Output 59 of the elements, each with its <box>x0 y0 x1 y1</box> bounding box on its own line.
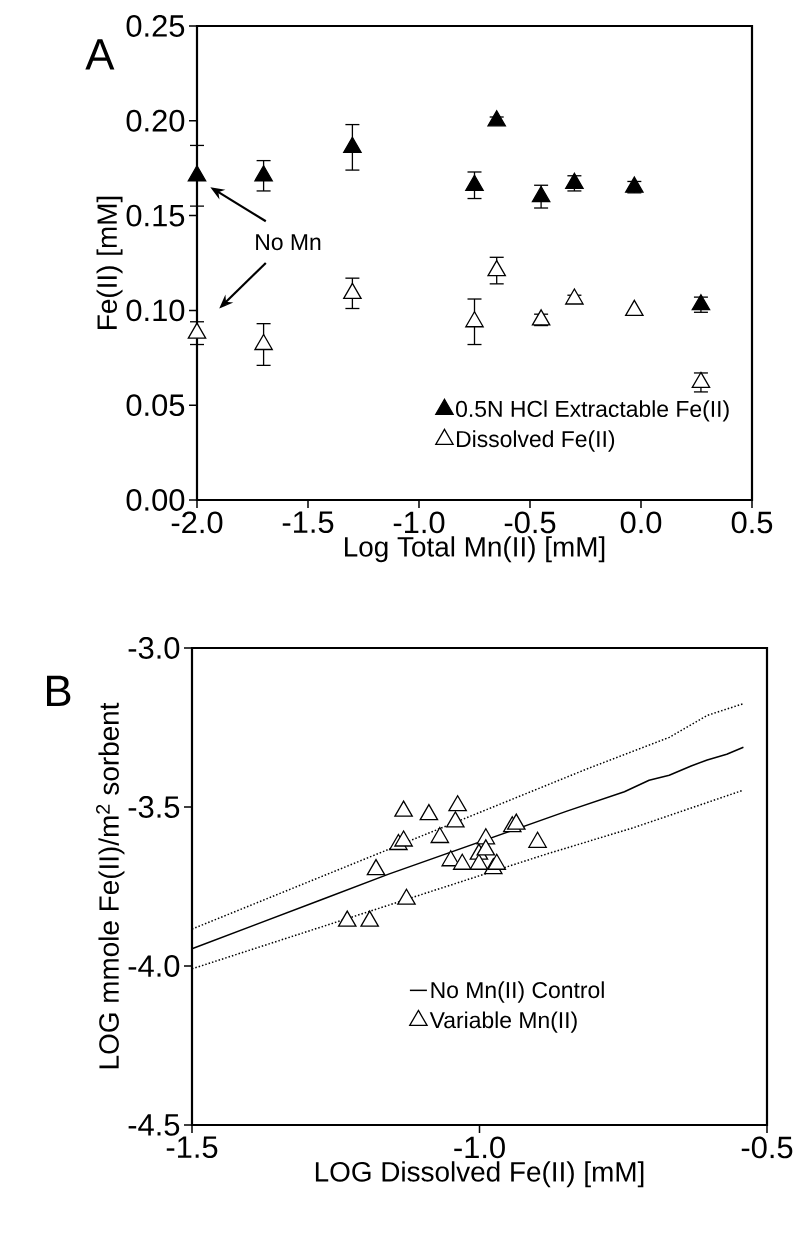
y-axis-title: LOG mmole Fe(II)/m$^{2}$ sorbent <box>96 702 125 1069</box>
point <box>419 803 439 821</box>
y-tick-label: 0.00 <box>126 489 185 511</box>
x-tick-label: -2.0 <box>171 511 223 534</box>
legend-label: No Mn(II) Control <box>431 981 604 1003</box>
point <box>469 853 489 870</box>
x-tick-label: -1.5 <box>282 511 334 534</box>
point <box>343 282 362 299</box>
y-tick-label: 0.20 <box>126 109 185 132</box>
point <box>625 176 644 193</box>
point <box>487 853 507 870</box>
point <box>452 853 472 870</box>
point <box>507 813 526 830</box>
point <box>337 910 357 927</box>
x-tick-label: 0.5 <box>731 511 773 534</box>
point <box>187 322 207 339</box>
x-tick-label: -1.0 <box>454 1136 505 1159</box>
y-tick-label: 0.25 <box>126 15 185 37</box>
y-tick-label: -3.5 <box>128 796 180 818</box>
point <box>625 299 644 317</box>
point <box>448 795 467 812</box>
point <box>691 371 711 389</box>
x-axis-title: LOG Dissolved Fe(II) [mM] <box>315 1161 644 1188</box>
x-tick-label: -0.5 <box>741 1136 793 1159</box>
x-axis-title: Log Total Mn(II) [mM] <box>345 536 605 563</box>
point <box>528 831 547 848</box>
point <box>343 136 362 153</box>
point <box>465 311 484 328</box>
point <box>430 826 450 844</box>
y-tick-label: 0.15 <box>126 204 185 227</box>
y-tick-label: 0.05 <box>126 394 185 417</box>
chart-title: B <box>47 675 71 706</box>
y-tick-label: -4.0 <box>128 955 180 977</box>
point <box>360 910 380 927</box>
point <box>187 165 207 182</box>
x-tick-label: 0.0 <box>620 511 662 534</box>
x-tick-label: -1.5 <box>166 1136 218 1159</box>
point <box>254 165 273 182</box>
point <box>446 811 465 828</box>
y-tick-label: 0.10 <box>126 299 185 322</box>
point <box>476 839 496 856</box>
legend-label: Variable Mn(II) <box>429 1011 577 1033</box>
point <box>397 888 416 905</box>
legend-label: Dissolved Fe(II) <box>457 430 615 452</box>
y-axis-title: Fe(II) [mM] <box>96 196 123 329</box>
point <box>565 288 584 305</box>
x-tick-label: -1.0 <box>393 511 445 534</box>
point <box>254 333 273 351</box>
point <box>394 830 413 847</box>
x-tick-label: -0.5 <box>504 511 556 534</box>
point <box>487 110 507 127</box>
legend-label: 0.5N HCl Extractable Fe(II) <box>456 400 729 422</box>
y-tick-label: -4.5 <box>128 1114 180 1136</box>
chart-title: A <box>85 39 115 70</box>
point <box>366 858 386 876</box>
point <box>394 800 413 817</box>
point <box>531 309 551 326</box>
y-tick-label: -3.0 <box>128 637 180 659</box>
annotation: No Mn <box>256 234 321 251</box>
